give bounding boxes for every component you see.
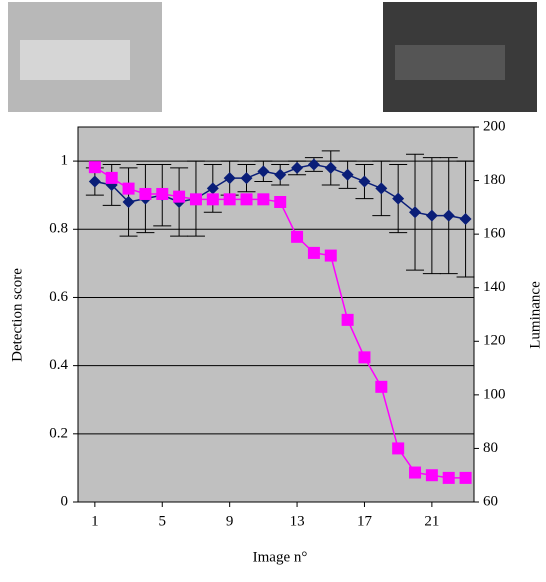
marker [459, 471, 472, 484]
x-tick-label: 9 [226, 513, 234, 529]
x-tick-label: 5 [159, 513, 167, 529]
marker [88, 161, 101, 174]
x-tick-label: 13 [290, 513, 305, 529]
marker [324, 161, 337, 174]
marker [274, 168, 287, 181]
marker [291, 161, 304, 174]
marker [409, 206, 422, 219]
marker [223, 172, 236, 185]
y-tick-label: 1 [61, 153, 69, 169]
x-tick-label: 1 [91, 513, 99, 529]
y-axis-label: Detection score [9, 268, 25, 362]
marker [206, 193, 219, 206]
y2-tick-label: 120 [483, 333, 506, 349]
marker [88, 175, 101, 188]
marker [122, 182, 135, 195]
y2-tick-label: 180 [483, 172, 506, 188]
y2-axis-label: Luminance [527, 281, 543, 349]
marker [358, 351, 371, 364]
marker [392, 442, 405, 455]
marker [358, 175, 371, 188]
marker [341, 168, 354, 181]
marker [375, 380, 388, 393]
marker [257, 193, 270, 206]
y-tick-label: 0.2 [49, 425, 68, 441]
marker [173, 190, 186, 203]
marker [307, 246, 320, 259]
marker [392, 192, 405, 205]
x-tick-label: 21 [424, 513, 439, 529]
y2-tick-label: 80 [483, 440, 498, 456]
marker [307, 158, 320, 171]
photo-sofa [395, 45, 505, 80]
y-tick-label: 0.8 [49, 221, 68, 237]
marker [442, 471, 455, 484]
marker [189, 193, 202, 206]
marker [324, 249, 337, 262]
marker [274, 196, 287, 208]
marker [425, 469, 438, 482]
marker [257, 165, 270, 178]
marker [442, 209, 455, 222]
photo-sofa [20, 40, 130, 80]
marker [459, 213, 472, 226]
marker [206, 182, 219, 195]
y-tick-label: 0.4 [49, 357, 68, 373]
x-tick-label: 17 [357, 513, 373, 529]
y2-tick-label: 60 [483, 493, 498, 509]
marker [122, 196, 135, 208]
y2-tick-label: 200 [483, 118, 506, 134]
marker [375, 182, 388, 195]
x-axis-label: Image n° [253, 549, 308, 565]
marker [291, 230, 304, 243]
y-tick-label: 0 [61, 493, 69, 509]
marker [223, 193, 236, 206]
marker [240, 193, 253, 206]
y2-tick-label: 140 [483, 279, 506, 295]
marker [139, 187, 152, 200]
marker [156, 187, 169, 200]
y-tick-label: 0.6 [49, 289, 68, 305]
y2-tick-label: 160 [483, 226, 506, 242]
marker [409, 466, 422, 479]
marker [105, 171, 118, 184]
marker [240, 172, 253, 185]
y2-tick-label: 100 [483, 386, 506, 402]
marker [425, 209, 438, 222]
marker [341, 313, 354, 326]
